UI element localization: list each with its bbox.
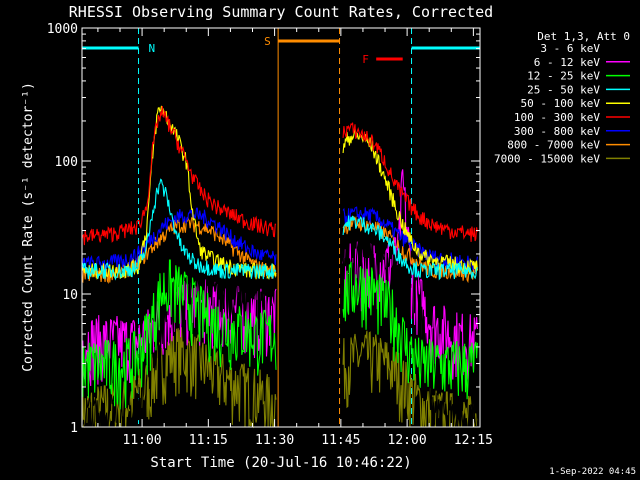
x-tick-label: 11:45	[321, 433, 360, 448]
series-line	[81, 207, 277, 272]
x-tick-label: 11:30	[255, 433, 294, 448]
series-line	[342, 215, 478, 281]
series-line	[81, 106, 277, 246]
legend-label: 3 - 6 keV	[540, 42, 600, 55]
y-axis-label: Corrected Count Rate (s⁻¹ detector⁻¹)	[21, 82, 36, 372]
y-tick-label: 1000	[47, 22, 78, 37]
legend-label: 12 - 25 keV	[527, 70, 600, 83]
series-line	[342, 330, 478, 428]
plot-area: N S F	[81, 28, 480, 429]
legend-label: 800 - 7000 keV	[507, 139, 600, 152]
legend-label: 50 - 100 keV	[521, 97, 601, 110]
chart-title: RHESSI Observing Summary Count Rates, Co…	[69, 3, 493, 21]
y-tick-label: 1	[70, 421, 78, 436]
series-line	[342, 261, 478, 400]
axes: 11:00 11:15 11:30 11:45 12:00 12:15 1 10 100 1000	[47, 22, 493, 448]
x-tick-label: 11:00	[123, 433, 162, 448]
legend-label: 300 - 800 keV	[514, 125, 600, 138]
x-tick-label: 11:15	[189, 433, 228, 448]
y-tick-label: 100	[55, 155, 78, 170]
series-line	[342, 232, 478, 428]
x-axis-label: Start Time (20-Jul-16 10:46:22)	[150, 455, 411, 471]
legend-label: 7000 - 15000 keV	[494, 152, 600, 165]
axes-frame	[81, 27, 481, 428]
footer-date: 1-Sep-2022 04:45	[549, 467, 636, 477]
legend-title: Det 1,3, Att 0	[537, 30, 630, 43]
legend-label: 25 - 50 keV	[527, 83, 600, 96]
y-tick-label: 10	[62, 288, 78, 303]
x-tick-label: 12:15	[454, 433, 493, 448]
legend-label: 100 - 300 keV	[514, 111, 600, 124]
series-line	[81, 178, 277, 281]
saa-label: S	[264, 35, 271, 48]
series-line	[81, 259, 277, 410]
night-label: N	[149, 42, 156, 55]
series-line	[342, 122, 478, 242]
x-tick-label: 12:00	[388, 433, 427, 448]
legend-label: 6 - 12 keV	[534, 56, 601, 69]
series-line	[342, 128, 478, 275]
flare-label: F	[362, 53, 369, 66]
